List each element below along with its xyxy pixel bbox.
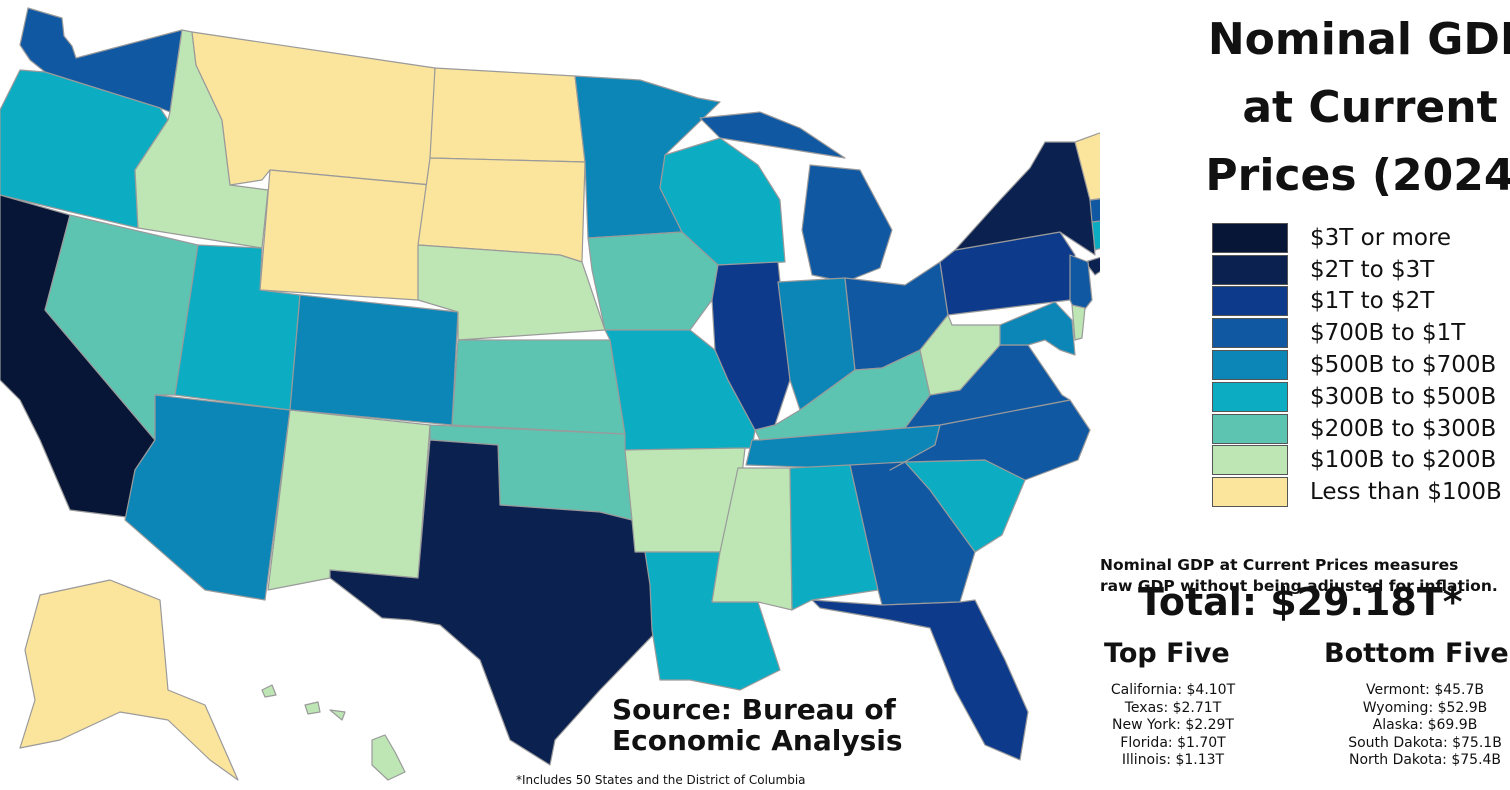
legend-item: $100B to $200B [1212,445,1502,477]
source-line-1: Source: Bureau of [612,693,896,726]
definition-note: Nominal GDP at Current Prices measures r… [1100,555,1498,597]
legend-swatch [1212,413,1288,444]
legend-item: Less than $100B [1212,476,1502,508]
state-MD[interactable] [999,301,1076,356]
legend-label: $100B to $200B [1310,447,1497,474]
legend-label: $700B to $1T [1310,320,1466,347]
state-FL[interactable] [811,599,1029,761]
source-credit: Source: Bureau of Economic Analysis [612,694,903,756]
list-item: Texas: $2.71T [1124,699,1222,716]
state-NE[interactable] [417,244,606,341]
legend-item: $3T or more [1212,222,1502,254]
legend-label: $200B to $300B [1310,415,1497,442]
legend-swatch [1212,254,1288,285]
state-CO[interactable] [289,294,459,426]
state-KS[interactable] [451,339,626,435]
state-AK[interactable] [19,579,239,781]
legend-swatch [1212,477,1288,508]
list-item: Vermont: $45.7B [1365,682,1485,698]
legend-item: $500B to $700B [1212,349,1502,381]
legend: $3T or more $2T to $3T $1T to $2T $700B … [1212,222,1502,508]
state-MI[interactable] [699,111,893,283]
list-item: New York: $2.29T [1112,717,1234,733]
state-WV[interactable] [919,314,1001,396]
note-line-1: Nominal GDP at Current Prices measures [1100,556,1459,574]
state-MA[interactable] [1089,195,1100,223]
title-line-2: at Current [1242,82,1498,133]
legend-item: $1T to $2T [1212,286,1502,318]
state-ND[interactable] [429,67,586,163]
state-CT[interactable] [1091,218,1100,251]
legend-item: $300B to $500B [1212,381,1502,413]
state-MO[interactable] [604,329,756,451]
top-five-list: California: $4.10T Texas: $2.71T New Yor… [1098,682,1248,770]
state-MT[interactable] [191,31,436,186]
footnote: *Includes 50 States and the District of … [516,773,806,787]
list-item: Florida: $1.70T [1120,734,1226,751]
list-item: South Dakota: $75.1B [1348,734,1502,751]
legend-item: $2T to $3T [1212,254,1502,286]
list-item: Alaska: $69.9B [1372,717,1478,733]
state-DE[interactable] [1071,304,1086,341]
map-title: Nominal GDP at Current Prices (2024) [1190,6,1510,210]
total-gdp: Total: $29.18T* [1138,580,1463,624]
state-HI[interactable] [261,684,406,781]
list-item: Wyoming: $52.9B [1362,699,1488,716]
legend-swatch [1212,445,1288,476]
legend-label: $500B to $700B [1310,352,1497,379]
legend-swatch [1212,318,1288,349]
legend-swatch [1212,381,1288,412]
note-line-2: raw GDP without being adjusted for infla… [1100,577,1498,595]
state-WI[interactable] [659,137,786,266]
state-NC[interactable] [889,399,1091,481]
bottom-five-list: Vermont: $45.7B Wyoming: $52.9B Alaska: … [1340,682,1510,770]
state-TX[interactable] [329,439,659,766]
us-gdp-map [0,7,1100,781]
legend-label: $1T to $2T [1310,288,1435,315]
legend-label: $2T to $3T [1310,256,1435,283]
legend-swatch [1212,222,1288,253]
list-item: California: $4.10T [1110,682,1236,698]
legend-label: Less than $100B [1310,479,1502,506]
title-line-1: Nominal GDP [1207,14,1510,65]
state-NM[interactable] [267,409,431,591]
bottom-five-heading: Bottom Five [1324,638,1509,669]
state-WY[interactable] [259,169,431,301]
list-item: North Dakota: $75.4B [1348,752,1502,768]
legend-swatch [1212,286,1288,317]
legend-item: $700B to $1T [1212,317,1502,349]
source-line-2: Economic Analysis [612,724,903,757]
legend-item: $200B to $300B [1212,413,1502,445]
state-AL[interactable] [789,464,879,611]
legend-label: $3T or more [1310,224,1452,251]
top-five-heading: Top Five [1104,638,1230,669]
legend-label: $300B to $500B [1310,383,1497,410]
title-line-3: Prices (2024) [1205,150,1510,201]
state-VT[interactable] [1074,130,1100,201]
list-item: Illinois: $1.13T [1121,752,1225,768]
legend-swatch [1212,350,1288,381]
